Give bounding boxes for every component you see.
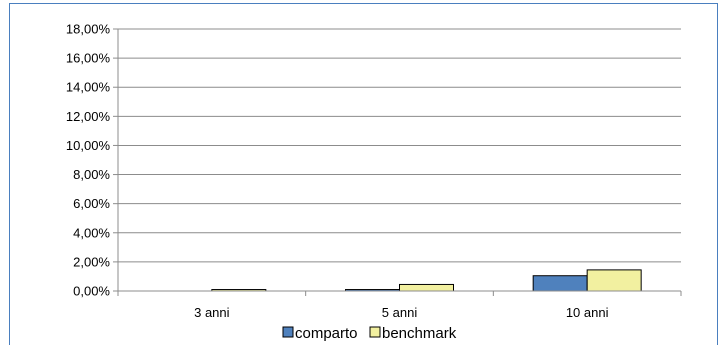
gridlines bbox=[118, 28, 681, 263]
axes bbox=[113, 28, 682, 296]
x-tick-label: 5 anni bbox=[382, 305, 418, 320]
legend: comparto benchmark bbox=[282, 325, 457, 342]
y-tick-label: 0,00% bbox=[73, 284, 110, 299]
y-tick-label: 6,00% bbox=[73, 196, 110, 211]
x-tick-label: 10 anni bbox=[566, 305, 609, 320]
y-tick-label: 4,00% bbox=[73, 225, 110, 240]
x-tick-label: 3 anni bbox=[194, 305, 230, 320]
bar-benchmark bbox=[586, 269, 642, 292]
bars bbox=[211, 269, 642, 292]
legend-label-benchmark: benchmark bbox=[382, 325, 457, 342]
y-tick-label: 18,00% bbox=[66, 22, 111, 37]
bar-benchmark bbox=[399, 283, 454, 292]
bar-comparto bbox=[532, 275, 588, 292]
x-axis-ticks: 3 anni 5 anni 10 anni bbox=[194, 305, 608, 320]
legend-swatch-comparto bbox=[282, 326, 294, 338]
y-tick-label: 14,00% bbox=[66, 80, 111, 95]
y-tick-label: 10,00% bbox=[66, 138, 111, 153]
legend-swatch-benchmark bbox=[369, 326, 381, 338]
y-tick-label: 2,00% bbox=[73, 254, 110, 269]
y-tick-label: 8,00% bbox=[73, 167, 110, 182]
y-tick-label: 16,00% bbox=[66, 51, 111, 66]
legend-label-comparto: comparto bbox=[295, 325, 358, 342]
y-axis-ticks: 0,00% 2,00% 4,00% 6,00% 8,00% 10,00% 12,00% 14,… bbox=[66, 22, 111, 299]
y-tick-label: 12,00% bbox=[66, 109, 111, 124]
